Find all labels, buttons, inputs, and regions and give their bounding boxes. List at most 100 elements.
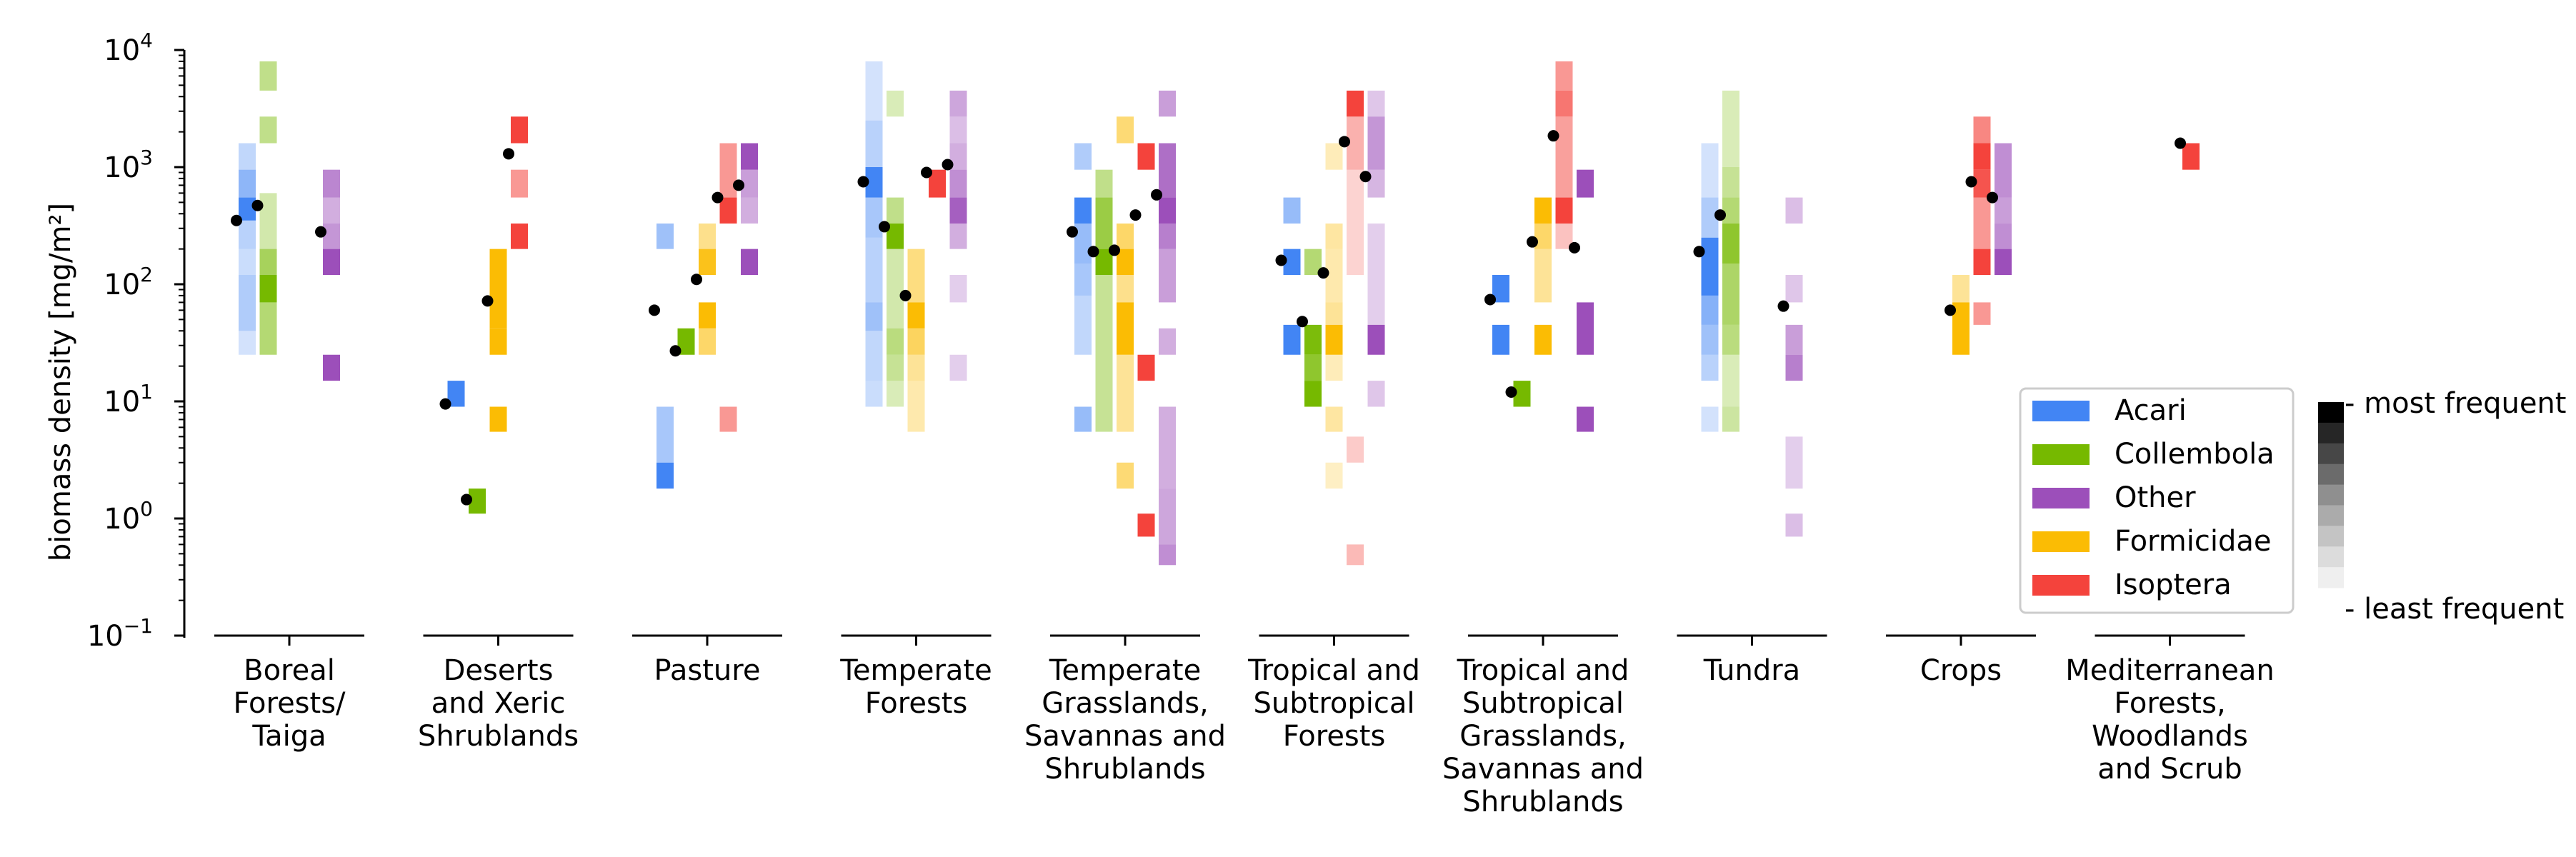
cell-other [949, 90, 967, 117]
median-dot-acari [231, 214, 242, 226]
cell-isoptera [1973, 302, 1991, 325]
y-tick-exponent: 4 [140, 29, 153, 52]
cell-collembola [1304, 324, 1322, 355]
cell-other [1995, 143, 2012, 198]
cell-isoptera [1137, 513, 1155, 537]
heat-cells [239, 61, 2200, 566]
category-label-mediterranean-forests-woodlands-and-scrub: Mediterranean Forests, Woodlands and Scrub [2065, 654, 2274, 786]
cell-other [1159, 406, 1176, 489]
cell-other [949, 197, 967, 224]
cell-isoptera [1973, 197, 1991, 249]
cell-other [1785, 197, 1803, 224]
cell-isoptera [1347, 169, 1364, 276]
y-axis-title: biomass density [mg/m²] [44, 203, 77, 561]
cell-acari [865, 302, 883, 331]
cell-acari [1074, 197, 1092, 224]
y-tick-exponent: 2 [140, 263, 153, 286]
legend-swatch-isoptera [2032, 575, 2090, 596]
cell-other [1785, 275, 1803, 303]
cell-other [1159, 197, 1176, 224]
cell-acari [865, 197, 883, 238]
median-dot-formicidae [1109, 244, 1120, 256]
cell-other [1159, 223, 1176, 249]
cell-formicidae [1325, 249, 1343, 303]
cell-other [323, 197, 340, 224]
cell-acari [239, 143, 256, 170]
cell-other [1367, 223, 1385, 325]
median-dot-formicidae [1945, 304, 1956, 316]
cell-isoptera [1555, 116, 1573, 198]
cell-other [1159, 143, 1176, 198]
cell-formicidae [699, 328, 716, 355]
cell-collembola [1722, 354, 1739, 407]
cell-acari [1074, 406, 1092, 432]
cell-collembola [1095, 275, 1113, 432]
category-label-line: Savannas and [1024, 720, 1226, 753]
y-tick-label: 103 [104, 146, 153, 184]
category-label-line: Forests, [2114, 687, 2225, 720]
category-label-line: Grasslands, [1042, 687, 1209, 720]
category-label-line: Shrublands [418, 720, 579, 753]
y-tick-base: 10 [104, 34, 140, 67]
cell-acari [865, 381, 883, 407]
cell-formicidae [1325, 324, 1343, 355]
cell-formicidae [1117, 462, 1134, 489]
cell-isoptera [719, 143, 737, 198]
category-label-line: Grasslands, [1459, 720, 1627, 753]
cell-other [1367, 116, 1385, 170]
category-label-line: Temperate [1049, 654, 1201, 687]
cell-isoptera [1973, 116, 1991, 144]
category-label-line: Forests [865, 687, 968, 720]
median-dot-formicidae [1317, 267, 1329, 279]
cell-collembola [1722, 197, 1739, 224]
cell-other [1577, 169, 1594, 198]
cell-acari [1492, 324, 1509, 355]
cell-other [949, 354, 967, 381]
cell-acari [239, 331, 256, 355]
cell-other [949, 169, 967, 198]
median-dot-acari [1275, 254, 1287, 266]
cell-collembola [1722, 167, 1739, 198]
cell-isoptera [1347, 436, 1364, 463]
category-label-line: Woodlands [2092, 720, 2248, 753]
category-label-line: Tropical and [1457, 654, 1629, 687]
frequency-scale-top-label: - most frequent [2345, 387, 2566, 420]
median-dot-acari [439, 398, 451, 410]
frequency-shade [2318, 422, 2344, 444]
category-label-tropical-and-subtropical-grasslands-savannas-and-shrublands: Tropical and Subtropical Grasslands, Savann… [1442, 654, 1644, 818]
y-tick-label: 104 [104, 29, 153, 67]
cell-formicidae [1117, 116, 1134, 144]
median-dot-acari [1484, 294, 1496, 306]
cell-acari [239, 220, 256, 249]
cell-collembola [887, 381, 904, 407]
cell-isoptera [1973, 143, 1991, 170]
cell-acari [1701, 406, 1719, 432]
median-dot-isoptera [503, 148, 514, 160]
cell-isoptera [1137, 354, 1155, 381]
cell-acari [865, 61, 883, 121]
cell-isoptera [1347, 544, 1364, 566]
cell-isoptera [1137, 143, 1155, 170]
cell-formicidae [699, 302, 716, 329]
cell-other [949, 275, 967, 303]
cell-collembola [887, 354, 904, 381]
cell-collembola [259, 61, 277, 91]
median-dot-collembola [669, 345, 682, 357]
cell-formicidae [699, 223, 716, 249]
y-tick-base: 10 [104, 503, 140, 536]
cell-other [1159, 488, 1176, 545]
cell-acari [239, 197, 256, 221]
y-tick-base: 10 [87, 620, 124, 653]
cell-formicidae [1325, 223, 1343, 249]
category-label-line: Temperate [839, 654, 992, 687]
median-dot-formicidae [899, 289, 912, 301]
cell-isoptera [1555, 61, 1573, 91]
median-dot-isoptera [1339, 136, 1350, 148]
frequency-scale-bottom-label: - least frequent [2345, 593, 2564, 626]
cell-formicidae [489, 249, 507, 329]
cell-other [1785, 354, 1803, 381]
cell-collembola [1722, 90, 1739, 167]
cell-formicidae [1534, 223, 1552, 249]
